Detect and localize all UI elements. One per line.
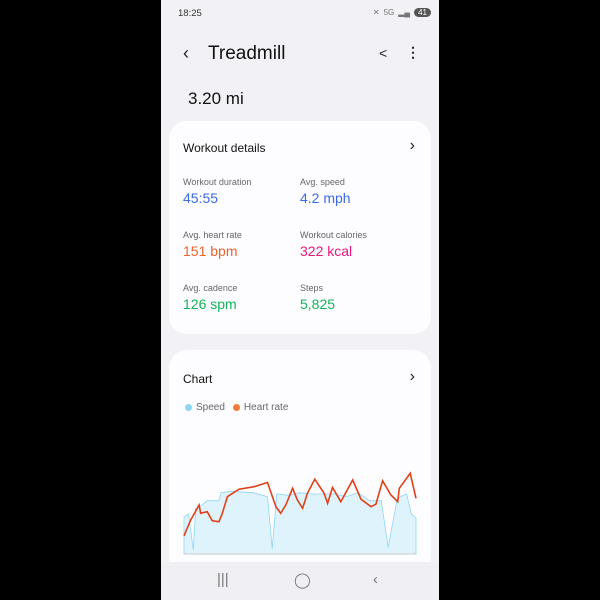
metric-label: Avg. cadence [183, 283, 238, 293]
battery-level: 41 [414, 8, 431, 17]
chevron-right-icon[interactable]: › [409, 368, 415, 385]
card-title: Workout details [183, 141, 266, 155]
metric-value: 322 kcal [300, 243, 353, 259]
legend-dot-speed [185, 404, 192, 411]
status-icons: ✕ 5G ▂▄ 41 [373, 8, 431, 17]
distance: 3.20 mi [188, 89, 244, 108]
recents-icon[interactable]: ||| [217, 571, 229, 588]
workout-details-card[interactable]: Workout details › Workout duration 45:55… [169, 121, 431, 334]
speed-area [183, 490, 417, 555]
card-title: Chart [183, 372, 213, 386]
metric-value: 126 spm [183, 296, 237, 312]
metric-value: 4.2 mph [300, 190, 351, 206]
home-icon[interactable]: ◯ [294, 572, 311, 589]
status-time: 18:25 [178, 8, 202, 19]
metric-value: 45:55 [183, 190, 219, 206]
share-icon[interactable]: < [379, 45, 388, 61]
phone-screen: 18:25 ✕ 5G ▂▄ 41 ‹ Treadmill < ⋮ 3.20 mi… [161, 0, 439, 600]
chart-card[interactable]: Chart › Speed Heart rate [169, 350, 431, 600]
chart-plot [183, 471, 417, 555]
legend-dot-heart-rate [232, 404, 240, 411]
back-nav-icon[interactable]: ‹ [373, 571, 378, 588]
mute-icon: ✕ [372, 8, 380, 17]
chevron-right-icon[interactable]: › [409, 137, 415, 154]
chart-legend: Speed Heart rate [185, 402, 288, 413]
page-title: Treadmill [208, 43, 286, 64]
metric-label: Avg. heart rate [183, 230, 242, 240]
metric-label: Steps [300, 283, 324, 293]
signal-icon: ▂▄ [398, 8, 411, 17]
legend-speed: Speed [196, 402, 225, 413]
metric-value: 151 bpm [183, 243, 238, 259]
legend-heart-rate: Heart rate [243, 402, 289, 413]
network-label: 5G [383, 8, 395, 17]
metric-label: Workout duration [183, 177, 252, 187]
heart-rate-line [183, 471, 417, 537]
metric-label: Avg. speed [300, 177, 345, 187]
more-vertical-icon[interactable]: ⋮ [406, 44, 420, 60]
metric-value: 5,825 [300, 296, 336, 312]
metric-label: Workout calories [300, 230, 367, 240]
navigation-bar: ||| ◯ ‹ [161, 562, 439, 600]
chevron-left-icon[interactable]: ‹ [183, 43, 189, 63]
